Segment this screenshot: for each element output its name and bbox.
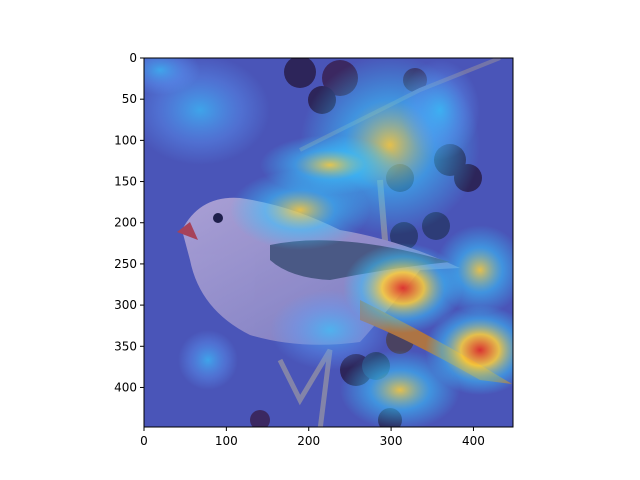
y-tick-label: 200 (114, 216, 137, 230)
y-tick-label: 150 (114, 175, 137, 189)
x-tick-label: 300 (380, 434, 403, 448)
heatmap-image (120, 45, 535, 432)
y-tick-label: 300 (114, 298, 137, 312)
y-tick-label: 400 (114, 380, 137, 394)
y-axis: 0 50 100 150 200 250 300 350 400 (114, 51, 144, 394)
x-tick-label: 200 (297, 434, 320, 448)
x-axis: 0 100 200 300 400 (140, 427, 485, 448)
y-tick-label: 100 (114, 133, 137, 147)
y-tick-label: 250 (114, 257, 137, 271)
y-tick-label: 50 (122, 92, 137, 106)
x-tick-label: 100 (215, 434, 238, 448)
x-tick-label: 0 (140, 434, 148, 448)
y-tick-label: 0 (129, 51, 137, 65)
y-tick-label: 350 (114, 339, 137, 353)
x-tick-label: 400 (462, 434, 485, 448)
